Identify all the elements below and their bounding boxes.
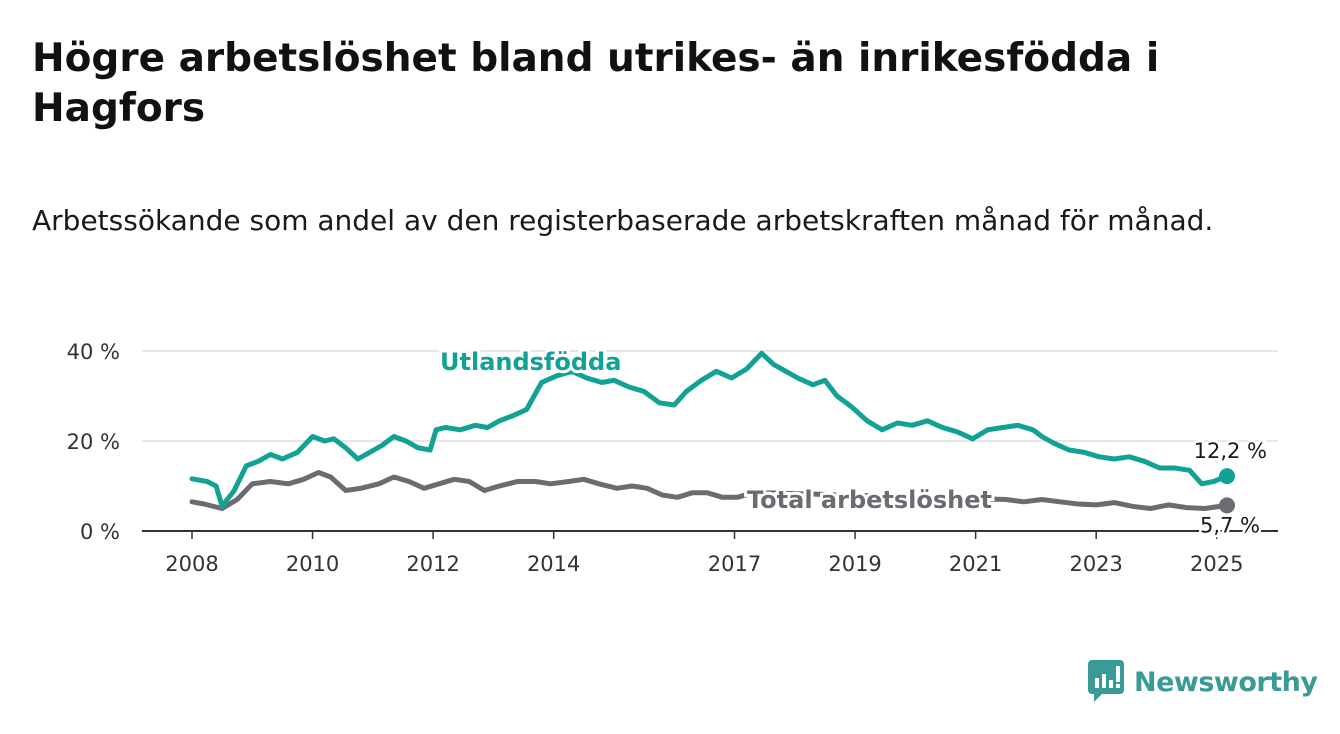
series-label-utlandsfodda: Utlandsfödda [440,348,621,376]
series-line-utlandsfodda [189,350,1230,509]
x-tick-label: 2014 [527,552,580,576]
x-tick-label: 2017 [708,552,761,576]
y-tick-label: 40 % [67,340,120,364]
end-label-utlandsfodda: 12,2 % [1194,439,1267,463]
series-lines [189,350,1235,514]
y-tick-label: 20 % [67,430,120,454]
chart-subtitle: Arbetssökande som andel av den registerb… [32,204,1214,237]
grid-lines [142,350,1278,442]
end-point-utlandsfodda [1219,468,1235,485]
end-point-total [1219,497,1235,514]
x-tick-label: 2008 [165,552,218,576]
newsworthy-logo-icon [1088,660,1124,702]
x-tick-label: 2025 [1190,552,1243,576]
x-tick-label: 2023 [1069,552,1122,576]
end-label-total: 5,7 % [1200,513,1260,537]
axes: 0 % 20 % 40 % 2008 2010 2012 2014 2017 2019 2021 2… [67,340,1278,576]
brand-logo: Newsworthy [1088,660,1318,704]
x-tick-label: 2010 [286,552,339,576]
brand-name: Newsworthy [1134,666,1318,698]
series-line-total [189,470,1230,511]
x-tick-label: 2012 [406,552,459,576]
x-tick-label: 2019 [828,552,881,576]
series-labels: Utlandsfödda Total arbetslöshet 12,2 % 5,7 … [437,345,1270,540]
y-tick-label: 0 % [80,520,120,544]
chart-title: Högre arbetslöshet bland utrikes- än inr… [32,36,1160,131]
series-label-total: Total arbetslöshet [747,486,992,514]
x-tick-label: 2021 [949,552,1002,576]
